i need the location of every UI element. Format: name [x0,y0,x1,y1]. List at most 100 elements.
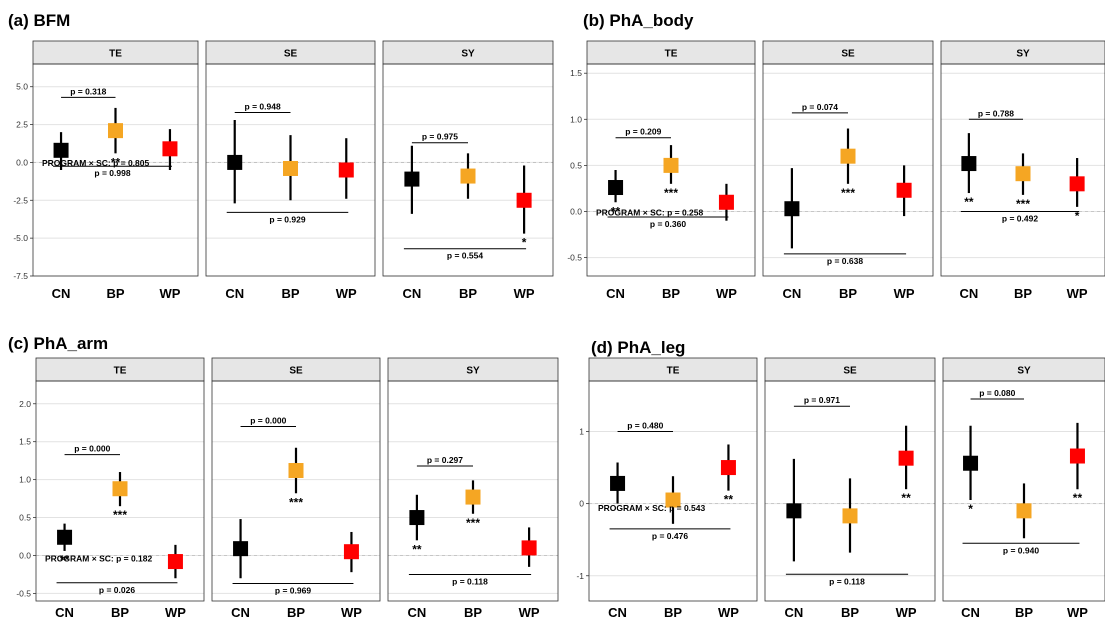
point-bp [112,481,128,497]
point-wp [338,162,354,178]
point-cn [963,455,979,471]
p-value-label: p = 0.975 [422,132,458,142]
p-value-label: p = 0.360 [650,219,686,229]
y-tick-label: -1 [576,571,584,581]
x-tick-label: BP [839,286,857,301]
x-tick-label: BP [664,605,682,619]
x-tick-label: WP [159,286,180,301]
x-tick-label: CN [408,605,427,619]
y-tick-label: 0.0 [16,157,28,167]
x-tick-label: CN [225,286,244,301]
significance-marker: *** [1016,197,1030,211]
point-cn [784,201,800,217]
facet-label: TE [665,49,678,60]
point-cn [227,154,243,170]
x-tick-label: CN [959,286,978,301]
x-tick-label: WP [718,605,739,619]
p-value-label: p = 0.000 [250,416,286,426]
interaction-annotation: PROGRAM × SC: p = 0.805 [42,158,149,168]
y-tick-label: 5.0 [16,82,28,92]
facet-label: SY [1017,366,1031,377]
panel-te: TE p = 0.318 p = 0.998**PROGRAM × SC: p = … [13,40,199,301]
p-value-label: p = 0.969 [275,586,311,596]
x-tick-label: BP [1015,605,1033,619]
p-value-label: p = 0.080 [979,388,1015,398]
subplot-1: (a) BFM TE p = 0.318 p = 0.998**PROGRAM × S… [8,11,554,301]
point-cn [57,529,73,545]
y-tick-label: 1.5 [570,68,582,78]
x-tick-label: CN [783,286,802,301]
x-tick-label: CN [608,605,627,619]
point-wp [516,192,532,208]
significance-marker: ** [724,493,734,507]
point-bp [1016,503,1032,519]
x-tick-label: BP [287,605,305,619]
point-cn [608,180,624,196]
facet-label: TE [667,366,680,377]
significance-marker: ** [1073,491,1083,505]
point-bp [663,157,679,173]
x-tick-label: CN [403,286,422,301]
facet-label: SY [1016,49,1030,60]
y-tick-label: -0.5 [16,588,31,598]
x-tick-label: WP [894,286,915,301]
significance-marker: ** [611,204,621,218]
point-cn [409,510,425,526]
y-tick-label: -2.5 [13,195,28,205]
p-value-label: p = 0.118 [829,576,865,586]
y-tick-label: -0.5 [567,253,582,263]
x-tick-label: WP [896,605,917,619]
significance-marker: *** [289,495,303,509]
significance-marker: *** [466,516,480,530]
point-bp [108,123,123,139]
subplot-title: (a) BFM [8,11,70,30]
x-tick-label: CN [52,286,71,301]
facet-label: TE [109,49,122,60]
x-tick-label: CN [55,605,74,619]
subplot-title: (d) PhA_leg [591,338,685,357]
panel-border [764,380,936,602]
panel-se: SE p = 0.971 p = 0.118 ** CN BP WP [764,357,936,619]
facet-label: SE [843,366,857,377]
p-value-label: p = 0.480 [627,420,663,430]
significance-marker: ** [60,553,70,567]
y-tick-label: 0.0 [570,206,582,216]
point-cn [610,475,626,491]
panel-border [762,63,934,277]
point-bp [460,168,476,184]
point-cn [961,156,977,172]
significance-marker: ** [901,491,911,505]
x-tick-label: BP [111,605,129,619]
point-wp [167,554,183,570]
x-tick-label: WP [336,286,357,301]
y-tick-label: -5.0 [13,233,28,243]
x-tick-label: BP [841,605,859,619]
y-tick-label: 1.0 [19,475,31,485]
facet-label: SY [466,366,480,377]
facet-label: SE [284,49,298,60]
significance-marker: *** [113,508,127,522]
point-cn [53,142,69,158]
x-tick-label: WP [519,605,540,619]
panel-border [387,380,559,602]
p-value-label: p = 0.492 [1002,213,1038,223]
p-value-label: p = 0.297 [427,455,463,465]
point-cn [233,541,249,557]
point-wp [720,460,736,476]
panel-border [205,63,376,277]
significance-marker: ** [412,542,422,556]
panel-border [211,380,381,602]
y-tick-label: 1.5 [19,437,31,447]
point-bp [840,148,856,164]
x-tick-label: WP [1067,286,1088,301]
x-tick-label: WP [165,605,186,619]
significance-marker: * [968,502,973,516]
point-wp [896,182,912,198]
y-tick-label: 2.0 [19,399,31,409]
significance-marker: * [1075,209,1080,223]
